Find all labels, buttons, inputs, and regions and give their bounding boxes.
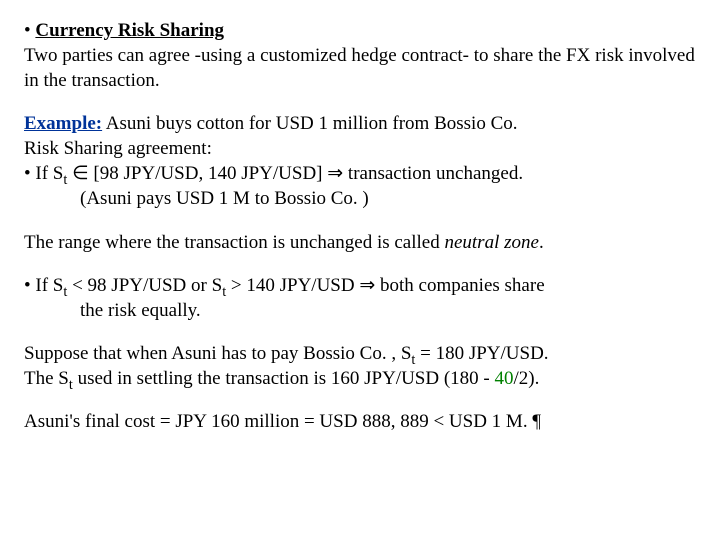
supp2-b: used in settling the transaction is 160 … bbox=[73, 368, 495, 389]
cond1-b: ∈ [98 JPY/USD, 140 JPY/USD] ⇒ transactio… bbox=[67, 163, 523, 184]
neutral-a: The range where the transaction is uncha… bbox=[24, 232, 444, 253]
example-label: Example: bbox=[24, 113, 102, 134]
neutral-c: . bbox=[539, 232, 544, 253]
supp2-green: 40 bbox=[495, 368, 514, 389]
title-line: • Currency Risk Sharing bbox=[24, 18, 696, 43]
supp1-b: = 180 JPY/USD. bbox=[415, 343, 548, 364]
title-text: Currency Risk Sharing bbox=[35, 20, 224, 41]
cond2-b: < 98 JPY/USD or S bbox=[67, 275, 222, 296]
example-block: Example: Asuni buys cotton for USD 1 mil… bbox=[24, 111, 696, 211]
condition-1: • If St ∈ [98 JPY/USD, 140 JPY/USD] ⇒ tr… bbox=[24, 161, 696, 186]
intro-text: Two parties can agree -using a customize… bbox=[24, 43, 696, 93]
supp2-c: /2). bbox=[514, 368, 540, 389]
neutral-b: neutral zone bbox=[444, 232, 538, 253]
rsa-line: Risk Sharing agreement: bbox=[24, 138, 212, 159]
example-rest: Asuni buys cotton for USD 1 million from… bbox=[102, 113, 517, 134]
supp1-a: Suppose that when Asuni has to pay Bossi… bbox=[24, 343, 411, 364]
condition-2-cont: the risk equally. bbox=[24, 298, 696, 323]
cond1-a: • If S bbox=[24, 163, 63, 184]
suppose-block: Suppose that when Asuni has to pay Bossi… bbox=[24, 341, 696, 391]
condition-2-block: • If St < 98 JPY/USD or St > 140 JPY/USD… bbox=[24, 273, 696, 323]
cond2-a: • If S bbox=[24, 275, 63, 296]
condition-1-cont: (Asuni pays USD 1 M to Bossio Co. ) bbox=[24, 186, 696, 211]
bullet: • bbox=[24, 20, 35, 41]
condition-2: • If St < 98 JPY/USD or St > 140 JPY/USD… bbox=[24, 273, 696, 298]
neutral-zone-line: The range where the transaction is uncha… bbox=[24, 230, 696, 255]
cond2-c: > 140 JPY/USD ⇒ both companies share bbox=[226, 275, 544, 296]
supp2-a: The S bbox=[24, 368, 69, 389]
final-line: Asuni's final cost = JPY 160 million = U… bbox=[24, 409, 696, 434]
